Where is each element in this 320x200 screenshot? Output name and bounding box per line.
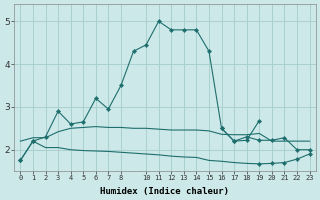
X-axis label: Humidex (Indice chaleur): Humidex (Indice chaleur) <box>100 187 229 196</box>
